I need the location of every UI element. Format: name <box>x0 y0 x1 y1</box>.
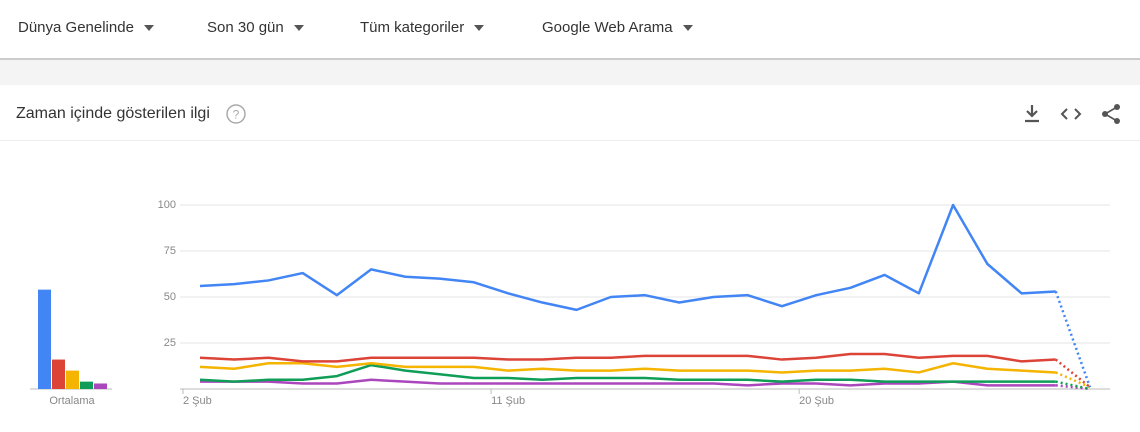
chart: 25 50 75 100 2 Şub 11 Şub 20 Şub Ortalama <box>30 199 1110 407</box>
average-bar <box>38 289 51 389</box>
y-tick-label: 50 <box>164 291 176 303</box>
series-line <box>199 352 1056 363</box>
y-tick-label: 25 <box>164 337 176 349</box>
embed-icon[interactable] <box>1060 108 1082 120</box>
filter[interactable]: Tüm kategoriler <box>360 19 485 36</box>
y-tick-label: 100 <box>158 199 176 211</box>
dropdown-arrow <box>143 25 154 32</box>
filter[interactable]: Dünya Genelinde <box>18 19 154 36</box>
average-bar <box>80 381 93 389</box>
share-icon[interactable] <box>1102 104 1120 124</box>
average-bar <box>94 383 107 389</box>
download-icon[interactable] <box>1025 105 1039 123</box>
help-icon[interactable]: ? <box>226 104 247 124</box>
filter[interactable]: Google Web Arama <box>542 19 693 36</box>
filter-label: Google Web Arama <box>542 19 673 36</box>
x-tick-label: 2 Şub <box>183 395 212 407</box>
card-actions <box>1025 104 1120 124</box>
filter[interactable]: Son 30 gün <box>207 19 304 36</box>
dropdown-arrow <box>682 25 693 32</box>
series-line-partial <box>1055 384 1091 391</box>
series-line-partial <box>1054 291 1092 388</box>
series-line <box>199 361 1056 374</box>
average-label: Ortalama <box>49 395 95 407</box>
average-bar <box>66 370 79 389</box>
x-tick-label: 11 Şub <box>491 395 525 407</box>
svg-text:?: ? <box>233 108 240 122</box>
filter-label: Son 30 gün <box>207 19 284 36</box>
series-line-partial <box>1054 358 1091 389</box>
series-line <box>199 203 1056 312</box>
x-tick-label: 20 Şub <box>799 395 834 407</box>
filter-bar: Dünya Genelinde Son 30 gün Tüm kategoril… <box>0 0 1140 60</box>
card: Zaman içinde gösterilen ilgi ? <box>0 85 1140 432</box>
dropdown-arrow <box>474 25 485 32</box>
series-line <box>199 363 1056 383</box>
series-line-partial <box>1055 380 1091 391</box>
divider <box>0 140 1140 141</box>
y-tick-label: 75 <box>164 245 176 257</box>
card-title-text: Zaman içinde gösterilen ilgi <box>16 105 210 123</box>
filter-label: Tüm kategoriler <box>360 19 465 36</box>
filter-label: Dünya Genelinde <box>18 19 134 36</box>
series-line <box>200 378 1056 387</box>
series-line-partial <box>1055 371 1091 389</box>
card-title: Zaman içinde gösterilen ilgi ? <box>16 104 247 124</box>
dropdown-arrow <box>293 25 304 32</box>
average-bar <box>52 359 65 389</box>
